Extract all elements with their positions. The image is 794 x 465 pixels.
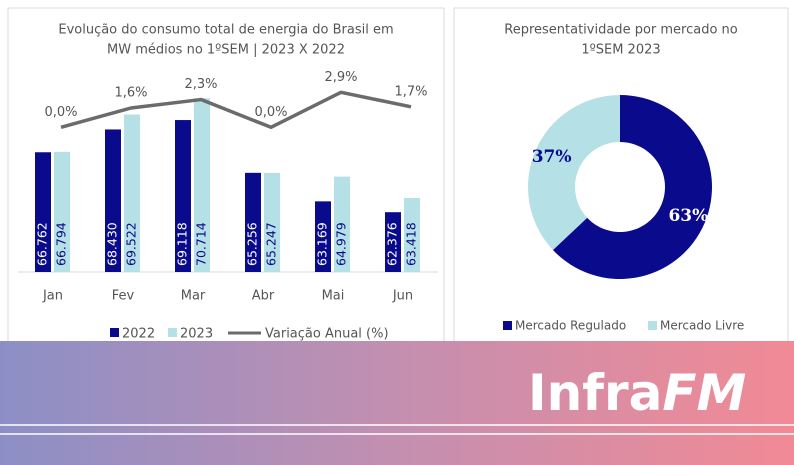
data-label: 63.169 (315, 222, 330, 266)
bar (124, 114, 140, 272)
chart-title: 1ºSEM 2023 (581, 43, 660, 58)
chart-title: Representatividade por mercado no (504, 23, 738, 38)
banner (0, 341, 794, 465)
logo-part: Infra (528, 364, 662, 422)
x-tick-label: Fev (112, 289, 135, 304)
bar (105, 129, 121, 272)
data-label: 69.522 (124, 222, 139, 266)
data-label: 68.430 (105, 222, 120, 266)
data-label: 66.762 (35, 222, 50, 266)
legend-label: Mercado Regulado (515, 319, 626, 333)
data-label: 62.376 (385, 222, 400, 266)
pie-slice (552, 95, 712, 279)
data-label: 70.714 (194, 222, 209, 266)
data-label: 63% (668, 206, 708, 226)
pie-slice (528, 95, 620, 250)
data-label: 1,7% (394, 84, 427, 99)
chart-title: MW médios no 1ºSEM | 2023 X 2022 (107, 43, 345, 58)
data-label: 63.418 (404, 222, 419, 266)
bar (264, 172, 280, 272)
x-tick-label: Abr (252, 289, 275, 304)
chart-title: Evolução do consumo total de energia do … (58, 23, 393, 38)
legend-label: 2022 (122, 327, 155, 342)
legend-label: Variação Anual (%) (265, 327, 389, 342)
x-tick-label: Mai (322, 289, 345, 304)
bar (334, 176, 350, 272)
bar (385, 212, 401, 272)
bar (404, 197, 420, 272)
legend-swatch (110, 328, 119, 337)
x-tick-label: Jan (42, 289, 63, 304)
bar (315, 201, 331, 272)
legend-label: Mercado Livre (660, 319, 744, 333)
legend-swatch (648, 321, 657, 330)
data-label: 64.979 (334, 222, 349, 266)
data-label: 2,3% (184, 77, 217, 92)
legend-swatch (168, 328, 177, 337)
data-label: 69.118 (175, 222, 190, 266)
line (60, 90, 412, 130)
logo-part: FM (662, 364, 746, 422)
data-label: 65.256 (245, 222, 260, 266)
logo: InfraFM (528, 364, 746, 422)
data-label: 1,6% (114, 86, 147, 101)
bar (54, 151, 70, 272)
x-tick-label: Jun (392, 289, 413, 304)
bar (245, 172, 261, 272)
x-tick-label: Mar (181, 289, 206, 304)
data-label: 0,0% (254, 105, 287, 120)
legend-swatch (503, 321, 512, 330)
data-label: 0,0% (44, 105, 77, 120)
legend-label: 2023 (180, 327, 213, 342)
bar (175, 120, 191, 272)
data-label: 2,9% (324, 70, 357, 85)
data-label: 66.794 (54, 222, 69, 266)
bar (194, 98, 210, 272)
data-label: 65.247 (264, 222, 279, 266)
bar (35, 152, 51, 272)
data-label: 37% (532, 147, 572, 167)
